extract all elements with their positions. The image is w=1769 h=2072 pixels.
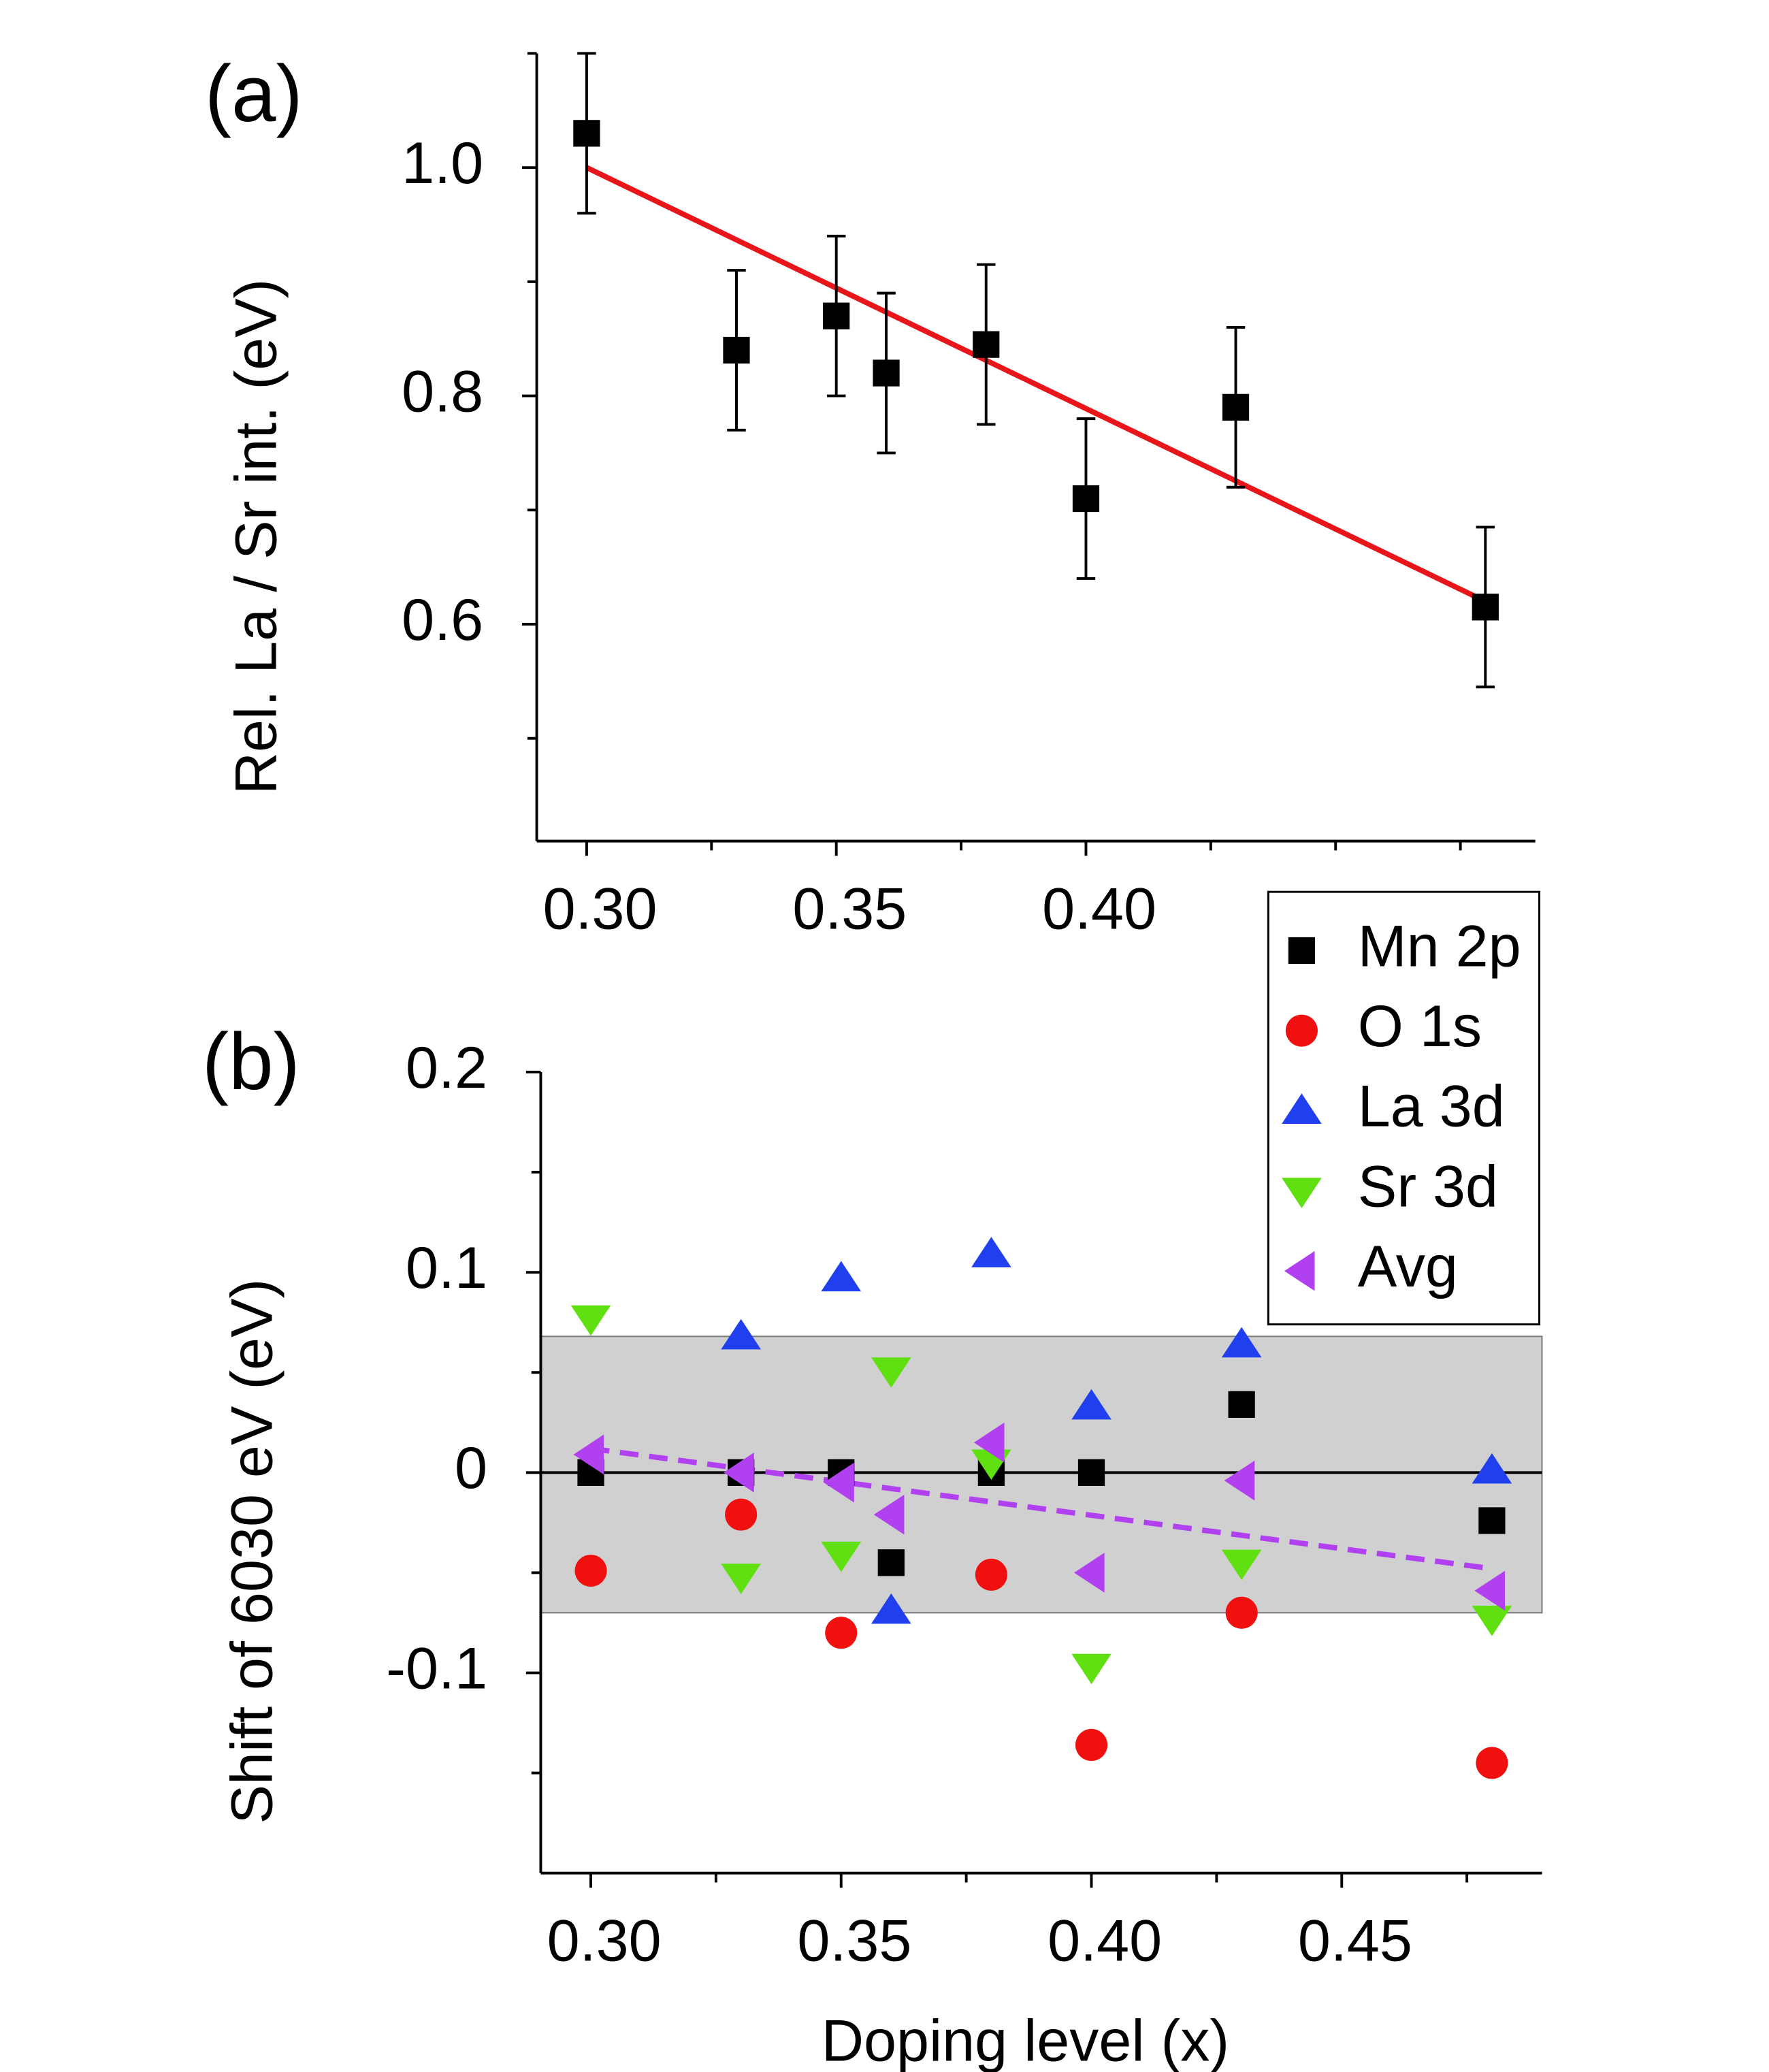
marker [821,1261,862,1292]
y-axis-label: Shift of 6030 eV (eV) [219,1279,285,1824]
marker [1472,1606,1512,1636]
panel-label: (a) [205,48,303,138]
x-tick-label: 0.40 [1042,876,1156,941]
marker [971,1237,1011,1267]
marker [973,331,1000,358]
legend-marker [1282,1178,1322,1209]
marker [823,302,850,329]
legend-label: Sr 3d [1358,1154,1498,1219]
y-tick-label: 0.2 [406,1035,487,1101]
marker [877,1549,905,1576]
marker [1075,1728,1108,1762]
x-tick-label: 0.40 [1048,1908,1162,1973]
marker [973,1422,1005,1463]
marker [1472,1453,1512,1484]
panel-label: (b) [202,1016,300,1106]
marker [1224,1460,1255,1501]
marker [871,1593,911,1624]
legend-marker [1288,937,1316,965]
marker [1071,1653,1111,1685]
marker [721,1318,761,1350]
y-tick-label: 0 [455,1436,487,1501]
marker [1474,1570,1506,1611]
legend-label: O 1s [1358,994,1482,1059]
y-tick-label: 0.8 [402,359,483,424]
marker [1228,1391,1255,1418]
y-axis-label: Rel. La / Sr int. (eV) [223,279,289,795]
marker [1478,1507,1506,1534]
x-tick-label: 0.45 [1298,1908,1412,1973]
x-tick-label: 0.30 [547,1908,662,1973]
x-tick-label: 0.35 [797,1908,911,1973]
marker [724,1453,754,1493]
marker [1476,1747,1508,1779]
marker [824,1462,854,1503]
fit-line [585,165,1487,604]
marker [1221,1549,1262,1581]
marker [723,336,750,364]
band [540,1336,1543,1614]
marker [573,1434,604,1475]
marker [721,1564,761,1594]
marker [821,1541,862,1572]
marker [1071,1389,1111,1420]
y-tick-label: -0.1 [386,1636,487,1701]
legend-marker [1285,1014,1318,1047]
x-tick-label: 0.35 [792,876,907,941]
marker [825,1617,858,1649]
marker [1472,594,1499,621]
legend-marker [1282,1093,1322,1124]
marker [873,1494,905,1535]
marker [1072,485,1100,513]
marker [975,1558,1007,1591]
marker [1222,393,1250,421]
x-axis-label: Doping level (x) [822,2009,1229,2072]
marker [871,1357,911,1388]
marker [1074,1553,1105,1593]
legend-label: La 3d [1358,1074,1505,1139]
marker [725,1498,758,1531]
x-tick-label: 0.30 [543,876,658,941]
legend-marker [1284,1250,1315,1291]
marker [574,1554,607,1587]
legend-label: Avg [1358,1234,1458,1299]
marker [1221,1327,1262,1358]
legend-label: Mn 2p [1358,913,1521,979]
marker [1225,1596,1258,1629]
y-tick-label: 1.0 [402,131,483,196]
y-tick-label: 0.6 [402,587,483,653]
marker [873,359,900,387]
y-tick-label: 0.1 [406,1235,487,1301]
marker [573,120,600,147]
marker [1077,1459,1105,1486]
marker [570,1305,611,1336]
